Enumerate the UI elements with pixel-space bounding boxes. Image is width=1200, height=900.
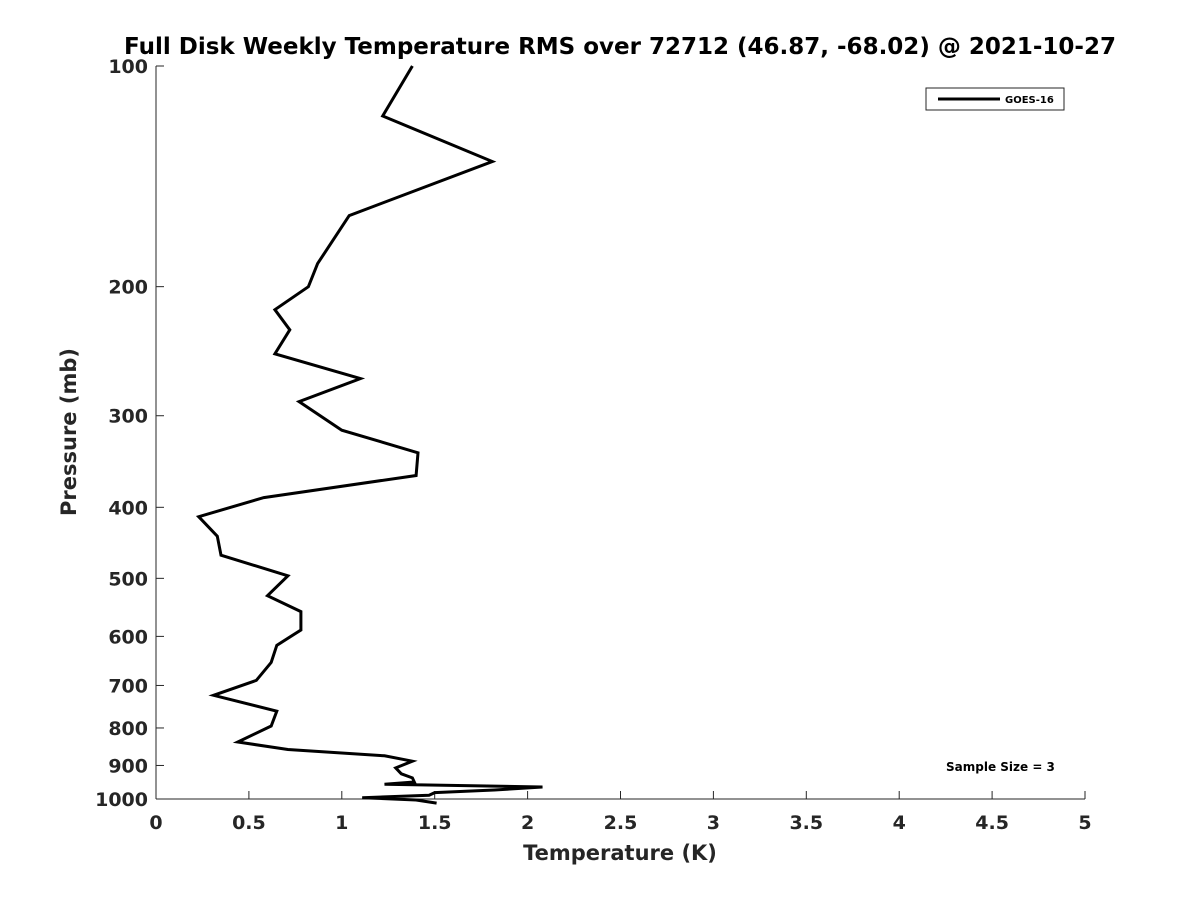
x-tick-label: 0 [149, 812, 162, 834]
x-tick-label: 5 [1078, 812, 1091, 834]
y-tick-label: 100 [108, 56, 148, 78]
y-tick-label: 300 [108, 406, 148, 428]
chart-title: Full Disk Weekly Temperature RMS over 72… [124, 34, 1116, 60]
y-tick-label: 900 [108, 755, 148, 777]
x-tick-label: 0.5 [232, 812, 266, 834]
x-tick-label: 1.5 [418, 812, 452, 834]
y-ticks: 100 200 300 400 500 600 700 800 900 1000 [95, 56, 164, 811]
y-tick-label: 400 [108, 497, 148, 519]
y-tick-label: 600 [108, 626, 148, 648]
x-tick-label: 2 [521, 812, 534, 834]
y-tick-label: 1000 [95, 789, 148, 811]
y-tick-label: 500 [108, 568, 148, 590]
y-tick-label: 700 [108, 675, 148, 697]
x-tick-label: 3 [707, 812, 720, 834]
sample-size-annotation: Sample Size = 3 [946, 760, 1055, 774]
x-tick-label: 1 [335, 812, 348, 834]
x-axis-label: Temperature (K) [523, 841, 717, 865]
y-tick-label: 800 [108, 718, 148, 740]
plot-area: 0 0.5 1 1.5 2 2.5 3 3.5 4 4.5 5 100 200 300 400 500 600… [95, 56, 1092, 834]
legend: GOES-16 [925, 87, 1065, 111]
series-line-goes16 [195, 65, 543, 805]
legend-label-goes16: GOES-16 [1005, 95, 1054, 106]
x-tick-label: 2.5 [604, 812, 638, 834]
y-tick-label: 200 [108, 277, 148, 299]
x-ticks: 0 0.5 1 1.5 2 2.5 3 3.5 4 4.5 5 [149, 791, 1092, 834]
x-tick-label: 4.5 [975, 812, 1009, 834]
y-axis-label: Pressure (mb) [57, 348, 81, 516]
x-tick-label: 4 [893, 812, 906, 834]
x-tick-label: 3.5 [789, 812, 823, 834]
